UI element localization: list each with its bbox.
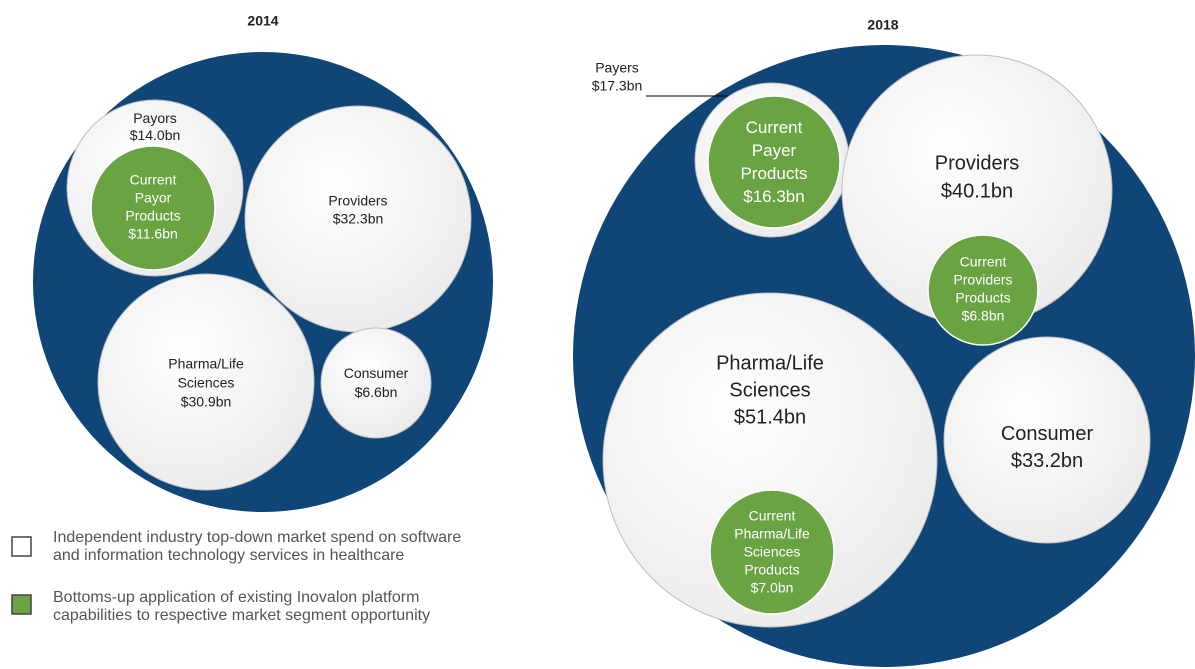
panel-title: 2014	[247, 13, 278, 29]
legend-text: capabilities to respective market segmen…	[53, 607, 430, 624]
current-label: Pharma/Life	[734, 526, 810, 542]
current-circle	[707, 95, 841, 229]
current-label: Current	[746, 118, 803, 137]
market-circle	[602, 292, 938, 628]
current-label: Products	[744, 562, 799, 578]
current-label: Sciences	[744, 544, 801, 560]
current-label: $16.3bn	[743, 187, 804, 206]
current-circle	[709, 489, 835, 615]
current-label: Current	[130, 172, 177, 188]
market-label: $33.2bn	[1011, 450, 1083, 472]
current-circle	[90, 145, 216, 271]
market-label: Consumer	[344, 365, 409, 381]
legend-text: Independent industry top-down market spe…	[53, 529, 461, 546]
market-circle	[943, 336, 1151, 544]
market-label: Providers	[328, 193, 387, 209]
market-label: Pharma/Life	[168, 356, 244, 372]
legend-swatch	[11, 536, 32, 557]
market-label: $6.6bn	[355, 384, 398, 400]
market-label: Sciences	[729, 379, 810, 401]
market-label: Payors	[133, 110, 177, 126]
current-label: Payor	[135, 190, 172, 206]
current-label: $11.6bn	[128, 226, 178, 242]
current-label: Current	[960, 254, 1007, 270]
current-label: Products	[955, 290, 1010, 306]
current-label: Payer	[752, 141, 797, 160]
legend-swatch	[11, 594, 32, 615]
market-label: $14.0bn	[130, 127, 181, 143]
current-label: Products	[125, 208, 180, 224]
current-label: $7.0bn	[751, 580, 794, 596]
market-circle	[97, 273, 315, 491]
current-label: Providers	[953, 272, 1012, 288]
legend-text: Bottoms-up application of existing Inova…	[53, 589, 419, 606]
market-label: $32.3bn	[333, 211, 384, 227]
market-label: Payers	[595, 60, 639, 76]
legend-text: and information technology services in h…	[53, 547, 404, 564]
current-label: Current	[749, 508, 796, 524]
market-label: Providers	[935, 152, 1019, 174]
market-label: $40.1bn	[941, 180, 1013, 202]
current-label: Products	[740, 164, 807, 183]
current-circle	[927, 234, 1039, 346]
market-label: $30.9bn	[181, 394, 232, 410]
market-circle	[320, 327, 432, 439]
market-label: Consumer	[1001, 423, 1094, 445]
panel-title: 2018	[867, 17, 898, 33]
current-label: $6.8bn	[962, 308, 1005, 324]
market-label: Sciences	[178, 375, 235, 391]
market-label: $17.3bn	[592, 78, 643, 94]
market-label: $51.4bn	[734, 406, 806, 428]
market-label: Pharma/Life	[716, 352, 824, 374]
